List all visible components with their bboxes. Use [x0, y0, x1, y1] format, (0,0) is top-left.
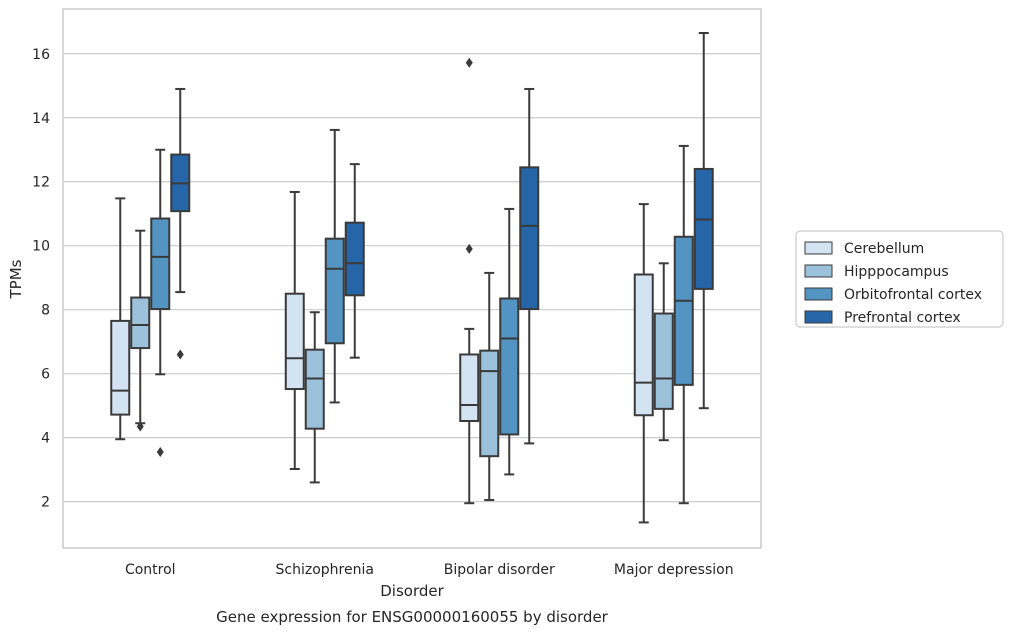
- legend-label: Prefrontal cortex: [844, 310, 961, 326]
- legend-label: Cerebellum: [844, 241, 924, 257]
- outlier-point: [465, 57, 473, 68]
- box-prefrontal-cortex-1: [344, 163, 365, 359]
- y-tick-label: 6: [41, 367, 50, 383]
- y-tick-label: 12: [32, 175, 50, 191]
- box-prefrontal-cortex-0: [170, 87, 191, 360]
- box-iqr: [284, 292, 305, 391]
- box-iqr: [324, 237, 345, 345]
- box-prefrontal-cortex-3: [693, 31, 714, 410]
- y-tick-label: 16: [32, 47, 50, 63]
- box-iqr: [150, 217, 171, 311]
- chart-caption: Gene expression for ENSG00000160055 by d…: [216, 608, 609, 626]
- box-cerebellum-3: [633, 203, 654, 524]
- legend-label: Hipppocampus: [844, 264, 949, 280]
- legend-swatch: [804, 241, 833, 255]
- box-iqr: [110, 319, 131, 416]
- legend: Cerebellum Hipppocampus Orbitofrontal cort…: [795, 230, 1004, 328]
- legend-label: Orbitofrontal cortex: [844, 287, 982, 303]
- box-iqr: [499, 297, 520, 436]
- box-iqr: [304, 348, 325, 430]
- box-iqr: [633, 273, 654, 417]
- outlier-point: [136, 421, 144, 432]
- box-iqr: [693, 167, 714, 290]
- box-hipppocampus-3: [653, 262, 674, 442]
- legend-swatch: [804, 310, 833, 324]
- legend-frame: [795, 230, 1004, 328]
- outlier-point: [465, 243, 473, 254]
- box-hipppocampus-0: [130, 229, 151, 432]
- box-hipppocampus-1: [304, 311, 325, 484]
- x-tick-label: Bipolar disorder: [444, 562, 555, 578]
- box-prefrontal-cortex-2: [519, 87, 540, 445]
- y-tick-label: 10: [32, 239, 50, 255]
- box-iqr: [653, 312, 674, 410]
- box-orbitofrontal-cortex-2: [499, 207, 520, 476]
- outlier-point: [176, 349, 184, 360]
- box-iqr: [130, 296, 151, 350]
- box-iqr: [459, 353, 480, 423]
- box-cerebellum-1: [284, 190, 305, 470]
- box-iqr: [344, 221, 365, 297]
- y-tick-label: 8: [41, 303, 50, 319]
- box-cerebellum-2: [459, 57, 480, 505]
- y-tick-label: 2: [41, 495, 50, 511]
- box-iqr: [479, 349, 500, 458]
- legend-swatch: [804, 287, 833, 301]
- outlier-point: [156, 447, 164, 458]
- box-orbitofrontal-cortex-3: [673, 144, 694, 505]
- x-tick-label: Schizophrenia: [276, 562, 374, 578]
- box-iqr: [673, 235, 694, 386]
- x-tick-label: Major depression: [614, 562, 734, 578]
- box-orbitofrontal-cortex-0: [150, 148, 171, 458]
- y-tick-label: 4: [41, 431, 50, 447]
- plot-frame: [62, 8, 762, 549]
- box-orbitofrontal-cortex-1: [324, 128, 345, 404]
- x-axis-label: Disorder: [380, 582, 444, 600]
- box-iqr: [519, 166, 540, 311]
- box-hipppocampus-2: [479, 271, 500, 502]
- y-tick-label: 14: [32, 111, 50, 127]
- x-tick-label: Control: [125, 562, 176, 578]
- box-cerebellum-0: [110, 197, 131, 441]
- legend-swatch: [804, 264, 833, 278]
- y-axis-label: TPMs: [7, 259, 25, 299]
